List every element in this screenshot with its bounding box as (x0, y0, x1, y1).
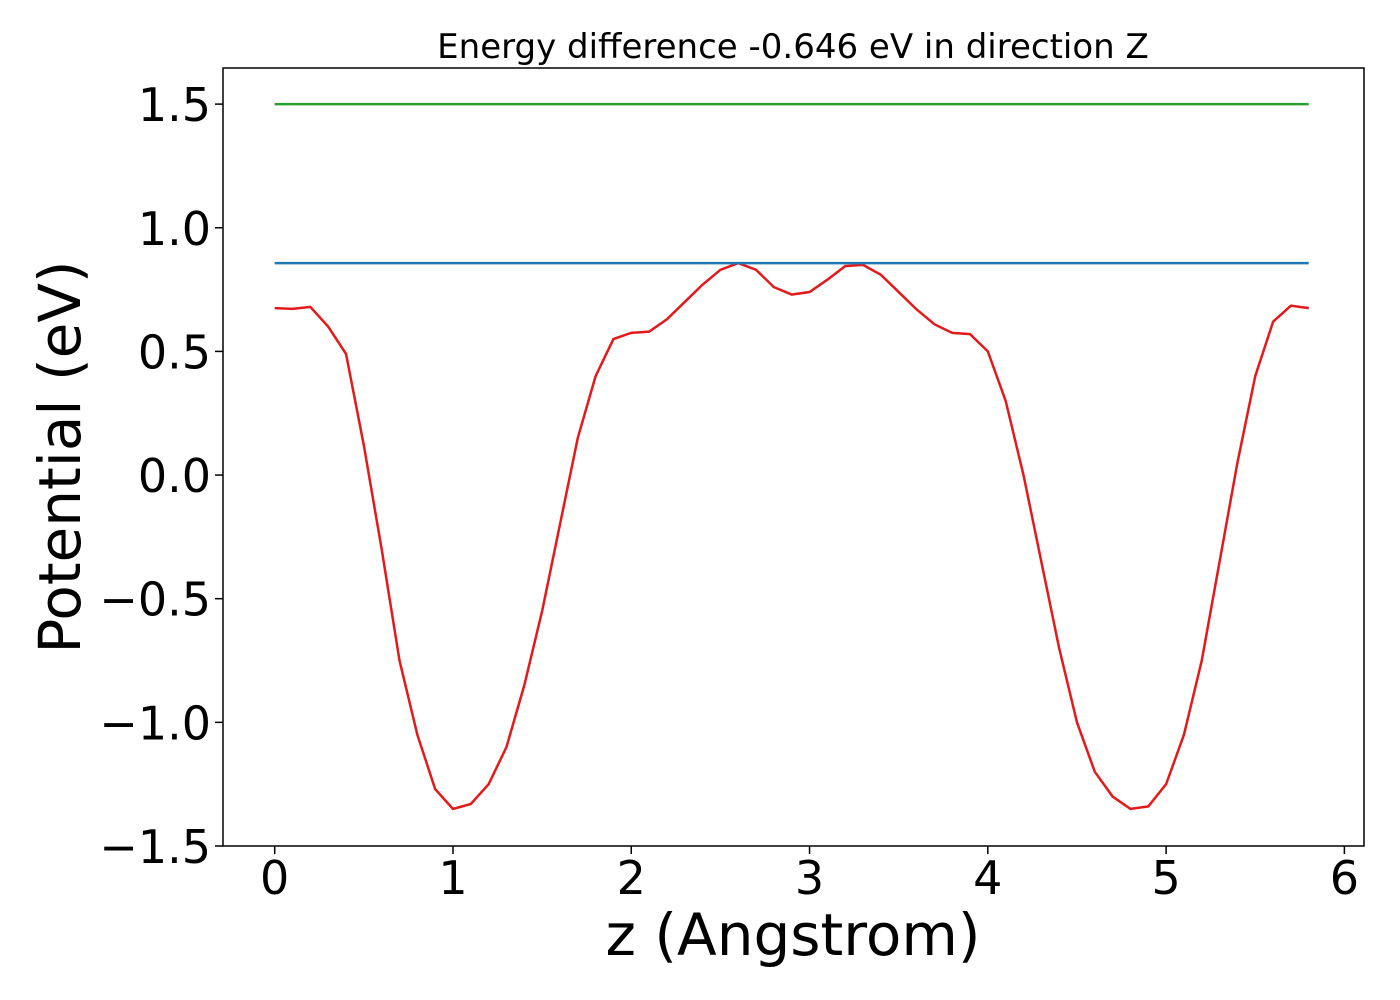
y-axis-label: Potential (eV) (26, 260, 94, 653)
x-tick-label: 0 (260, 851, 289, 905)
x-tick-label: 2 (617, 851, 646, 905)
x-tick-label: 1 (438, 851, 467, 905)
y-tick-label: −1.0 (99, 696, 211, 750)
line-series (274, 261, 1309, 811)
x-tick-label: 4 (973, 851, 1002, 905)
y-tick-label: −0.5 (99, 573, 211, 627)
y-tick-label: 0.0 (138, 449, 211, 503)
y-tick-label: 1.0 (138, 202, 211, 256)
chart-title: Energy difference -0.646 eV in direction… (437, 27, 1149, 67)
x-tick-label: 6 (1330, 851, 1359, 905)
x-tick-label: 3 (795, 851, 824, 905)
plot-frame (222, 67, 1365, 847)
y-tick-label: 1.5 (138, 78, 211, 132)
x-axis-label: z (Angstrom) (606, 901, 981, 969)
y-tick-label: −1.5 (99, 820, 211, 874)
y-tick-label: 0.5 (138, 325, 211, 379)
x-tick-label: 5 (1151, 851, 1180, 905)
